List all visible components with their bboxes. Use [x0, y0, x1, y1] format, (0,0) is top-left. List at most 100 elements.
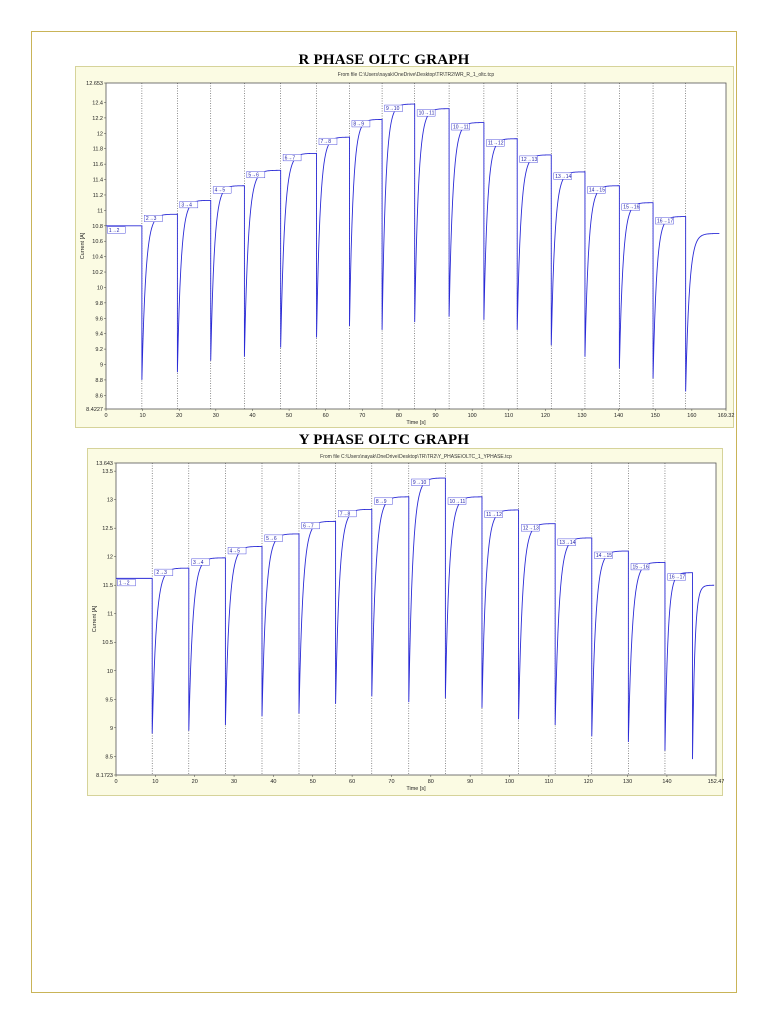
x-tick-label: 80 [428, 779, 434, 785]
tap-label-box [557, 538, 577, 546]
chart-subtitle: From file C:\Users\nayak\OneDrive\Deskto… [338, 72, 495, 78]
tap-label-box [191, 558, 210, 566]
x-tick-label: 30 [231, 779, 237, 785]
tap-label: 9→10 [386, 106, 400, 112]
y-tick-label: 9 [110, 726, 113, 732]
y-tick-label: 9.8 [95, 301, 103, 307]
x-tick-label: 20 [176, 413, 182, 419]
tap-label-box [107, 226, 126, 234]
tap-label-box [594, 551, 613, 559]
y-tick-label: 12.4 [92, 100, 103, 106]
tap-label: 4→5 [230, 548, 241, 554]
x-tick-label: 60 [323, 413, 329, 419]
tap-label: 9→10 [413, 480, 427, 486]
x-tick-label: 110 [504, 413, 513, 419]
x-tick-label: 20 [192, 779, 198, 785]
y-tick-label: 10.6 [92, 239, 103, 245]
x-axis-label: Time [s] [406, 420, 426, 426]
tap-label-box [521, 524, 540, 532]
tap-label-box [154, 568, 174, 576]
x-tick-label: 100 [468, 413, 477, 419]
y-tick-label: 12 [107, 555, 113, 561]
tap-label-box [318, 137, 338, 145]
y-tick-label: 8.5 [105, 754, 113, 760]
y-phase-chart-svg: From file C:\Users\nayak\OneDrive\Deskto… [92, 454, 724, 792]
x-tick-label: 90 [432, 413, 438, 419]
y-tick-label: 11.5 [103, 583, 113, 589]
tap-label-box [486, 139, 505, 147]
tap-label: 10→11 [453, 125, 469, 131]
x-tick-label: 150 [651, 413, 660, 419]
y-tick-label: 10.5 [102, 640, 113, 646]
x-tick-label: 130 [623, 779, 632, 785]
y-tick-label: 13 [107, 498, 113, 504]
y-tick-label: 13.5 [102, 469, 113, 475]
x-axis-label: Time [s] [406, 786, 426, 792]
y-tick-label: 10.4 [92, 255, 103, 261]
y-tick-label: 11.6 [93, 162, 103, 168]
y-tick-label: 11 [97, 208, 103, 214]
tap-label: 16→17 [669, 575, 685, 581]
tap-label-box [246, 171, 266, 179]
tap-label: 2→3 [146, 216, 157, 222]
tap-label-box [264, 534, 283, 542]
tap-label-box [587, 186, 606, 194]
x-tick-label: 10 [152, 779, 158, 785]
tap-label: 10→11 [450, 499, 466, 505]
x-tick-label: 169.32 [718, 413, 735, 419]
y-tick-label: 10 [107, 669, 113, 675]
y-tick-label: 9.6 [95, 316, 103, 322]
y-tick-label: 12 [97, 131, 103, 137]
tap-label: 13→14 [555, 174, 571, 180]
tap-label: 7→8 [320, 139, 331, 145]
y-tick-label: 8.4227 [86, 407, 103, 413]
y-tick-label: 11.4 [93, 178, 103, 184]
y-tick-label: 13.643 [96, 461, 113, 467]
tap-label-box [447, 497, 467, 505]
current-trace-line [116, 477, 715, 760]
tap-label-box [374, 497, 393, 505]
x-tick-label: 100 [505, 779, 514, 785]
tap-label: 7→8 [340, 511, 351, 517]
plot-area [115, 462, 717, 776]
tap-label-box [212, 186, 232, 194]
tap-label: 1→2 [119, 580, 130, 586]
tap-label: 8→9 [376, 499, 387, 505]
r-phase-chart: From file C:\Users\nayak\OneDrive\Deskto… [75, 66, 734, 428]
x-tick-label: 0 [114, 779, 117, 785]
y-tick-label: 8.8 [95, 378, 103, 384]
tap-label: 12→13 [521, 157, 537, 163]
tap-label: 15→16 [633, 564, 649, 570]
x-tick-label: 70 [359, 413, 365, 419]
chart-subtitle: From file C:\Users\nayak\OneDrive\Deskto… [320, 454, 512, 460]
x-tick-label: 10 [140, 413, 146, 419]
y-tick-label: 8.6 [95, 393, 103, 399]
tap-label: 16→17 [657, 219, 673, 225]
tap-label-box [484, 510, 503, 518]
tap-label: 11→12 [486, 512, 502, 518]
tap-label: 10→11 [419, 111, 435, 117]
y-tick-label: 11.2 [93, 193, 103, 199]
x-tick-label: 50 [286, 413, 292, 419]
tap-label: 1→2 [109, 228, 120, 234]
tap-label: 11→12 [488, 141, 504, 147]
x-tick-label: 80 [396, 413, 402, 419]
tap-label: 4→5 [215, 188, 226, 194]
r-phase-chart-svg: From file C:\Users\nayak\OneDrive\Deskto… [80, 72, 735, 426]
tap-label-box [519, 155, 538, 163]
tap-label: 3→4 [193, 560, 204, 566]
y-tick-label: 10.2 [92, 270, 103, 276]
x-tick-label: 0 [104, 413, 107, 419]
y-tick-label: 11 [107, 612, 113, 618]
y-tick-label: 8.1723 [96, 773, 113, 779]
tap-label: 12→13 [523, 526, 539, 532]
y-tick-label: 9.4 [95, 332, 103, 338]
x-tick-label: 40 [270, 779, 276, 785]
y-tick-label: 9 [100, 363, 103, 369]
x-tick-label: 110 [544, 779, 553, 785]
y-tick-label: 11.8 [93, 147, 103, 153]
page-frame [31, 31, 737, 993]
y-tick-label: 12.5 [102, 526, 113, 532]
x-tick-label: 60 [349, 779, 355, 785]
tap-label: 2→3 [156, 570, 167, 576]
